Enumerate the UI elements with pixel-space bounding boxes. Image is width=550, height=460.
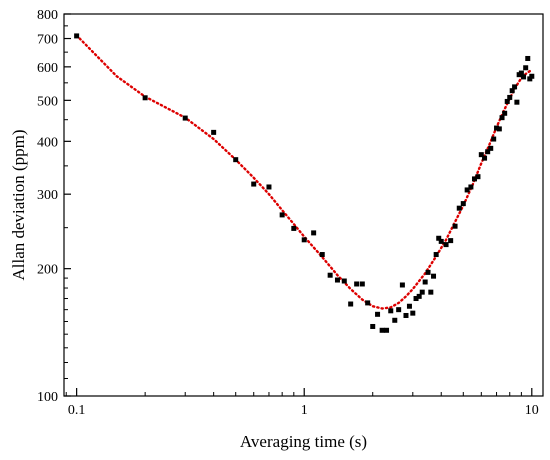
data-point bbox=[482, 155, 488, 161]
data-points-layer bbox=[74, 33, 535, 333]
data-point bbox=[496, 126, 502, 132]
data-point bbox=[502, 110, 508, 116]
data-point bbox=[251, 181, 257, 187]
y-axis-ticks: 100 200 300 400 500 600 700 800 bbox=[37, 8, 71, 405]
data-point bbox=[485, 149, 491, 155]
y-tick-label: 300 bbox=[37, 188, 58, 203]
data-point bbox=[327, 272, 333, 278]
data-point bbox=[142, 95, 148, 101]
data-point bbox=[403, 312, 409, 318]
x-axis-ticks: 0.1 1 10 bbox=[65, 388, 539, 418]
x-tick-label: 1 bbox=[301, 403, 308, 418]
data-point bbox=[527, 76, 533, 82]
data-point bbox=[523, 65, 529, 71]
data-point bbox=[319, 252, 325, 258]
data-point bbox=[233, 157, 239, 163]
data-point bbox=[419, 289, 425, 295]
data-point bbox=[211, 129, 217, 135]
data-point bbox=[456, 205, 462, 211]
data-point bbox=[396, 307, 402, 313]
data-point bbox=[375, 311, 381, 317]
x-tick-label: 10 bbox=[525, 403, 539, 418]
data-point bbox=[279, 212, 285, 218]
data-point bbox=[433, 252, 439, 258]
data-point bbox=[413, 296, 419, 302]
data-point bbox=[521, 74, 527, 80]
data-point bbox=[514, 99, 520, 105]
data-point bbox=[475, 174, 481, 180]
data-point bbox=[452, 223, 458, 229]
data-point bbox=[507, 94, 513, 100]
x-axis-label: Averaging time (s) bbox=[240, 432, 367, 451]
data-point bbox=[460, 201, 466, 207]
data-point bbox=[504, 98, 510, 104]
data-point bbox=[399, 282, 405, 288]
data-point bbox=[311, 230, 317, 236]
data-point bbox=[370, 323, 376, 329]
data-point bbox=[499, 115, 505, 121]
data-point bbox=[359, 281, 365, 287]
plot-frame bbox=[63, 13, 544, 397]
data-point bbox=[384, 327, 390, 333]
data-point bbox=[301, 237, 307, 243]
data-point bbox=[478, 152, 484, 158]
data-point bbox=[448, 238, 454, 244]
y-tick-label: 100 bbox=[37, 390, 58, 405]
y-axis-label: Allan deviation (ppm) bbox=[9, 129, 28, 280]
data-point bbox=[388, 308, 394, 314]
plot-border bbox=[63, 13, 544, 397]
data-point bbox=[74, 33, 80, 39]
data-point bbox=[392, 317, 398, 323]
data-point bbox=[525, 55, 531, 61]
data-point bbox=[443, 242, 449, 248]
data-point bbox=[471, 176, 477, 182]
y-tick-label: 400 bbox=[37, 135, 58, 150]
data-point bbox=[410, 310, 416, 316]
data-point bbox=[425, 269, 431, 275]
data-point bbox=[291, 225, 297, 231]
fit-line-layer bbox=[75, 34, 533, 310]
data-point bbox=[428, 289, 434, 295]
data-point bbox=[416, 293, 422, 299]
data-point bbox=[494, 125, 500, 131]
data-point bbox=[509, 88, 515, 94]
data-point bbox=[354, 281, 360, 287]
data-point bbox=[512, 84, 518, 90]
data-point bbox=[341, 278, 347, 284]
y-tick-label: 200 bbox=[37, 263, 58, 278]
data-point bbox=[422, 279, 428, 285]
data-point bbox=[406, 303, 412, 309]
y-tick-label: 600 bbox=[37, 61, 58, 76]
data-point bbox=[365, 300, 371, 306]
data-point bbox=[438, 238, 444, 244]
y-tick-label: 700 bbox=[37, 33, 58, 48]
data-point bbox=[182, 115, 188, 121]
x-tick-label: 0.1 bbox=[68, 403, 86, 418]
data-point bbox=[431, 273, 437, 279]
fit-line bbox=[75, 34, 533, 310]
data-point bbox=[334, 277, 340, 283]
data-point bbox=[488, 145, 494, 151]
data-point bbox=[491, 136, 497, 142]
y-tick-label: 500 bbox=[37, 94, 58, 109]
data-point bbox=[464, 187, 470, 193]
data-point bbox=[518, 70, 524, 76]
data-point bbox=[529, 73, 535, 79]
y-tick-label: 800 bbox=[37, 8, 58, 23]
data-point bbox=[348, 301, 354, 307]
data-point bbox=[436, 235, 442, 241]
data-point bbox=[266, 184, 272, 190]
data-point bbox=[379, 327, 385, 333]
data-point bbox=[468, 184, 474, 190]
